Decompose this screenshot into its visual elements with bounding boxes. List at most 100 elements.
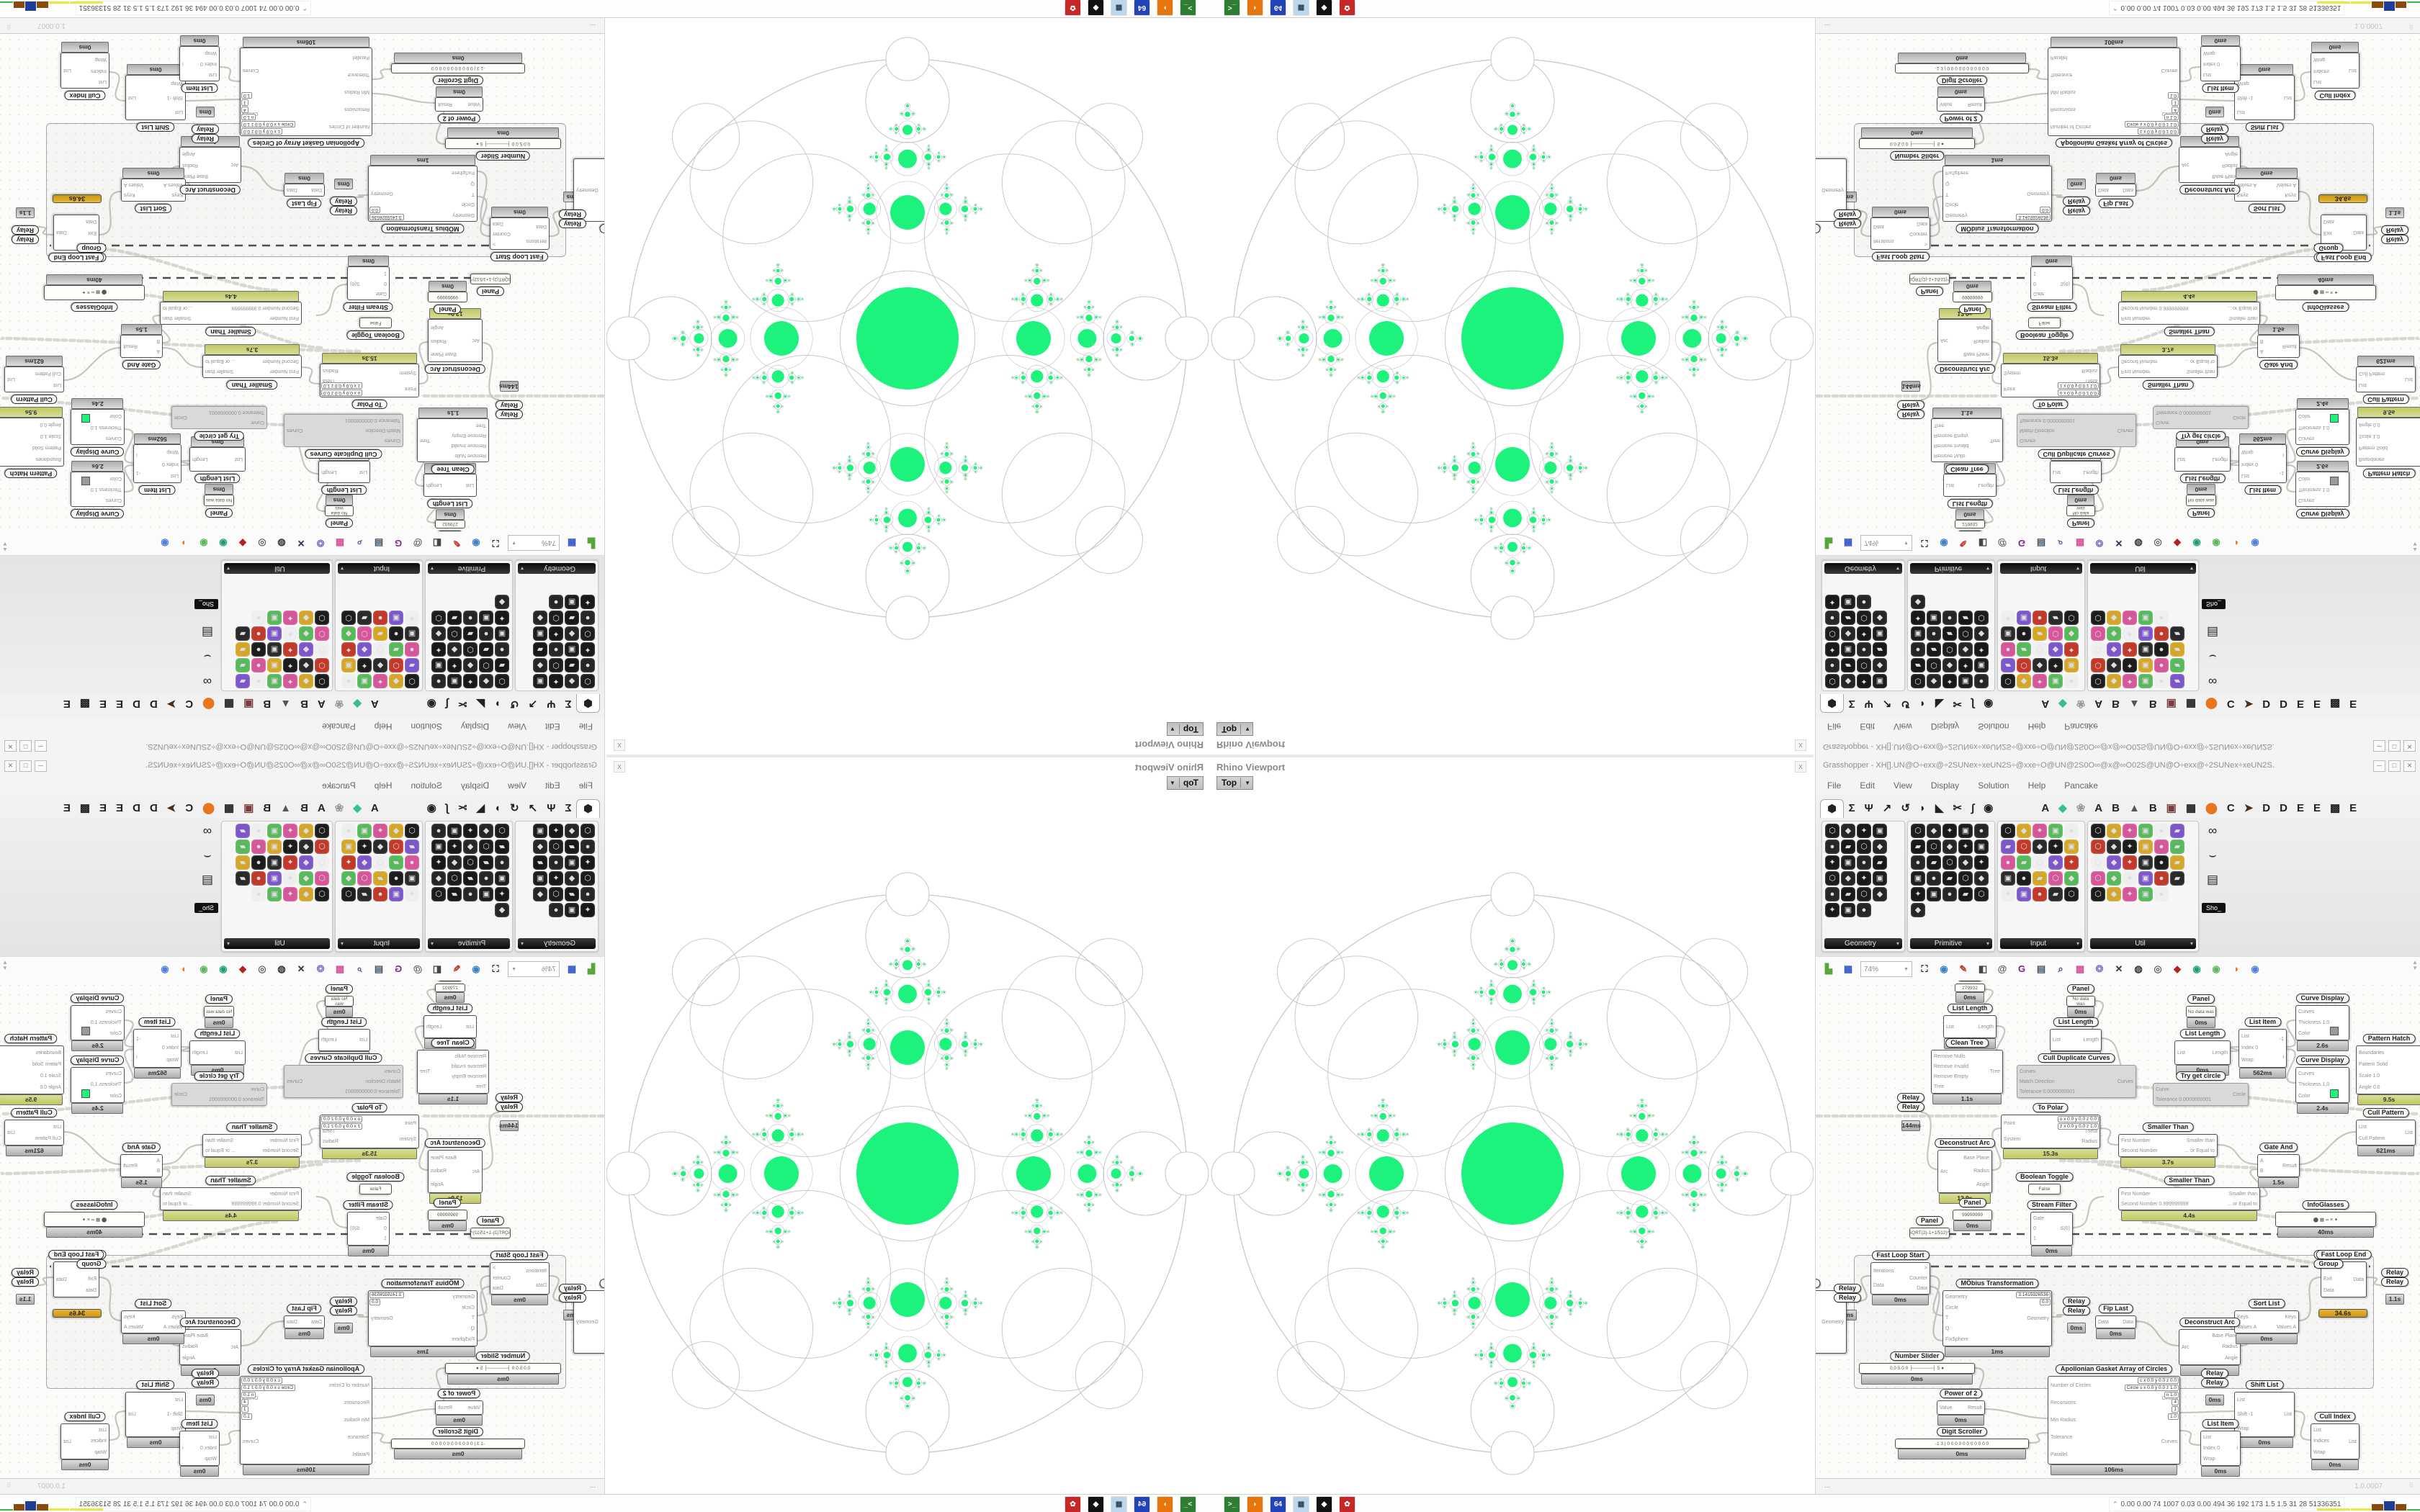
- input-port[interactable]: Keys: [2237, 1314, 2249, 1320]
- gh-node-clean-tree[interactable]: Clean Tree Remove Nulls Remove Invalid Remo…: [417, 1038, 489, 1104]
- input-port[interactable]: Tolerance 0.0000000001: [344, 418, 400, 423]
- node-canvas[interactable]: Panel2799320msList LengthListLength60msC…: [0, 34, 604, 531]
- grasshopper-titlebar[interactable]: Grasshopper - XH[].UN@O÷exx@÷2SUNex÷xeUN…: [0, 756, 604, 776]
- value-chip[interactable]: 1.0: [2167, 92, 2179, 99]
- component-icon[interactable]: ●: [251, 824, 266, 838]
- output-port[interactable]: Data: [2353, 1277, 2364, 1282]
- component-icon[interactable]: ▰: [495, 658, 509, 672]
- component-icon[interactable]: ◆: [1841, 626, 1855, 641]
- output-port[interactable]: Angle: [1976, 324, 1989, 330]
- component-icon[interactable]: ⬡: [581, 871, 595, 886]
- category-tab-3[interactable]: ↗: [1882, 698, 1892, 710]
- input-port[interactable]: Q: [470, 1326, 475, 1332]
- gh-node-digit-scroller[interactable]: Digit Scroller -1 3 | 0 0 0 0 0 0 0 0 0 0…: [1895, 1427, 2029, 1459]
- input-port[interactable]: Tolerance: [347, 1434, 369, 1440]
- gh-node-relay[interactable]: Relay Relay 0ms: [191, 1369, 220, 1405]
- input-port[interactable]: Cull Pattern: [2359, 1135, 2385, 1141]
- output-port[interactable]: Geometry: [1821, 187, 1844, 193]
- component-icon[interactable]: ◆: [299, 642, 313, 657]
- panel-body[interactable]: ⬤ ▦ ∞ ≡ ✦: [44, 1212, 145, 1227]
- component-icon[interactable]: ◆: [341, 626, 356, 641]
- plugin-tab-8[interactable]: ▦: [223, 802, 235, 814]
- component-icon[interactable]: ⬡: [2091, 674, 2105, 688]
- value-chip[interactable]: n 1.0: [2164, 114, 2179, 120]
- value-chip[interactable]: 1.0: [241, 92, 253, 99]
- input-port[interactable]: Tolerance 0.0000000001: [2020, 418, 2076, 423]
- plugin-tab-8[interactable]: ▦: [2185, 698, 2197, 710]
- component-icon[interactable]: ●: [581, 611, 595, 625]
- output-port[interactable]: List: [7, 1130, 15, 1135]
- plugin-tab-10[interactable]: C: [2226, 802, 2235, 814]
- gh-node-panel[interactable]: Panel2799320ms: [435, 509, 465, 531]
- component-icon[interactable]: ✦: [357, 658, 372, 672]
- component-icon[interactable]: ✦: [341, 642, 356, 657]
- component-icon[interactable]: ▣: [479, 887, 493, 901]
- input-port[interactable]: Geometry: [452, 1294, 475, 1300]
- relay-label[interactable]: Relay: [2380, 1277, 2409, 1287]
- gh-node-relay[interactable]: Relay Relay 0ms: [329, 179, 358, 215]
- publish-icon[interactable]: @: [1997, 538, 2007, 549]
- output-port[interactable]: Keys: [124, 1314, 135, 1320]
- plugin-tab-14[interactable]: E: [2296, 802, 2304, 814]
- input-port[interactable]: First Number: [2121, 315, 2151, 321]
- rhino-viewport-canvas[interactable]: [606, 17, 1210, 721]
- input-port[interactable]: B: [156, 338, 160, 344]
- gh-node-infoglasses[interactable]: InfoGlasses ⬤ ▦ ∞ ≡ ✦ 40ms: [44, 1200, 145, 1238]
- relay-label[interactable]: Relay: [2200, 125, 2229, 134]
- component-icon[interactable]: ▰: [2170, 642, 2184, 657]
- value-chip[interactable]: 1: [241, 99, 248, 106]
- output-port[interactable]: Curves: [2117, 428, 2133, 433]
- input-port[interactable]: Boundaries: [2359, 456, 2385, 462]
- component-icon[interactable]: ▣: [431, 840, 446, 854]
- input-port[interactable]: Thickness 1.0: [90, 1082, 122, 1088]
- input-port[interactable]: 1: [384, 270, 387, 276]
- gh-node-fast-loop-start[interactable]: Fast Loop Start Iterations Data > Counter Dat…: [490, 207, 550, 261]
- component-icon[interactable]: ◆: [1841, 674, 1855, 688]
- torus-icon[interactable]: ◎: [2154, 538, 2162, 549]
- panel-body[interactable]: 279932: [1955, 984, 1985, 992]
- input-port[interactable]: Point: [405, 385, 416, 391]
- exposure-icon[interactable]: ◧: [432, 538, 442, 549]
- value-chip[interactable]: n 1.0: [241, 114, 256, 120]
- plugin-tab-10[interactable]: C: [185, 698, 194, 710]
- input-port[interactable]: Curve: [251, 1086, 264, 1092]
- output-port[interactable]: Radius: [1973, 338, 1989, 343]
- input-port[interactable]: Number of Circles: [2051, 123, 2092, 129]
- plugin-tab-7[interactable]: ▣: [2166, 698, 2177, 710]
- component-icon[interactable]: ✦: [2123, 855, 2137, 870]
- input-port[interactable]: Remove Nulls: [1934, 1053, 1966, 1059]
- output-port[interactable]: S(0): [350, 281, 360, 286]
- input-port[interactable]: FixSphere: [452, 169, 475, 175]
- output-port[interactable]: Geometry: [576, 187, 599, 193]
- component-icon[interactable]: ◆: [1974, 626, 1989, 641]
- component-icon[interactable]: ▣: [565, 595, 579, 609]
- color-swatch[interactable]: [2330, 477, 2339, 485]
- input-port[interactable]: Index 0: [2241, 461, 2258, 467]
- component-icon[interactable]: ◆: [447, 642, 462, 657]
- component-icon[interactable]: ●: [463, 611, 478, 625]
- category-tab-0[interactable]: ⬢: [575, 694, 600, 713]
- component-icon[interactable]: ●: [1857, 642, 1871, 657]
- component-icon[interactable]: ●: [341, 824, 356, 838]
- input-port[interactable]: Number of Circles: [2051, 1383, 2092, 1389]
- component-icon[interactable]: ⬡: [315, 855, 329, 870]
- component-icon[interactable]: ●: [2017, 871, 2031, 886]
- gh-node-infoglasses[interactable]: InfoGlasses ⬤ ▦ ∞ ≡ ✦ 40ms: [2275, 274, 2376, 312]
- palette-group-label[interactable]: Geometry ▾: [1824, 563, 1902, 574]
- extra-palette-icon-0[interactable]: ∞: [202, 824, 212, 837]
- input-port[interactable]: Keys: [171, 1314, 183, 1320]
- output-port[interactable]: Length: [426, 482, 442, 488]
- component-icon[interactable]: ▣: [447, 824, 462, 838]
- input-port[interactable]: Second Number: [262, 359, 299, 364]
- input-port[interactable]: Curves: [105, 1071, 122, 1077]
- gh-node-smaller-than[interactable]: Smaller Than First Number Second Number 0.…: [2118, 1176, 2260, 1221]
- output-port[interactable]: Theta: [323, 1128, 336, 1134]
- output-port[interactable]: Radius: [431, 1169, 447, 1174]
- output-port[interactable]: Length: [2212, 456, 2228, 462]
- input-port[interactable]: Data: [2098, 187, 2109, 193]
- component-icon[interactable]: ▣: [2048, 824, 2063, 838]
- component-icon[interactable]: ▰: [495, 840, 509, 854]
- plugin-tab-6[interactable]: B: [263, 698, 272, 710]
- component-icon[interactable]: ▣: [267, 871, 282, 886]
